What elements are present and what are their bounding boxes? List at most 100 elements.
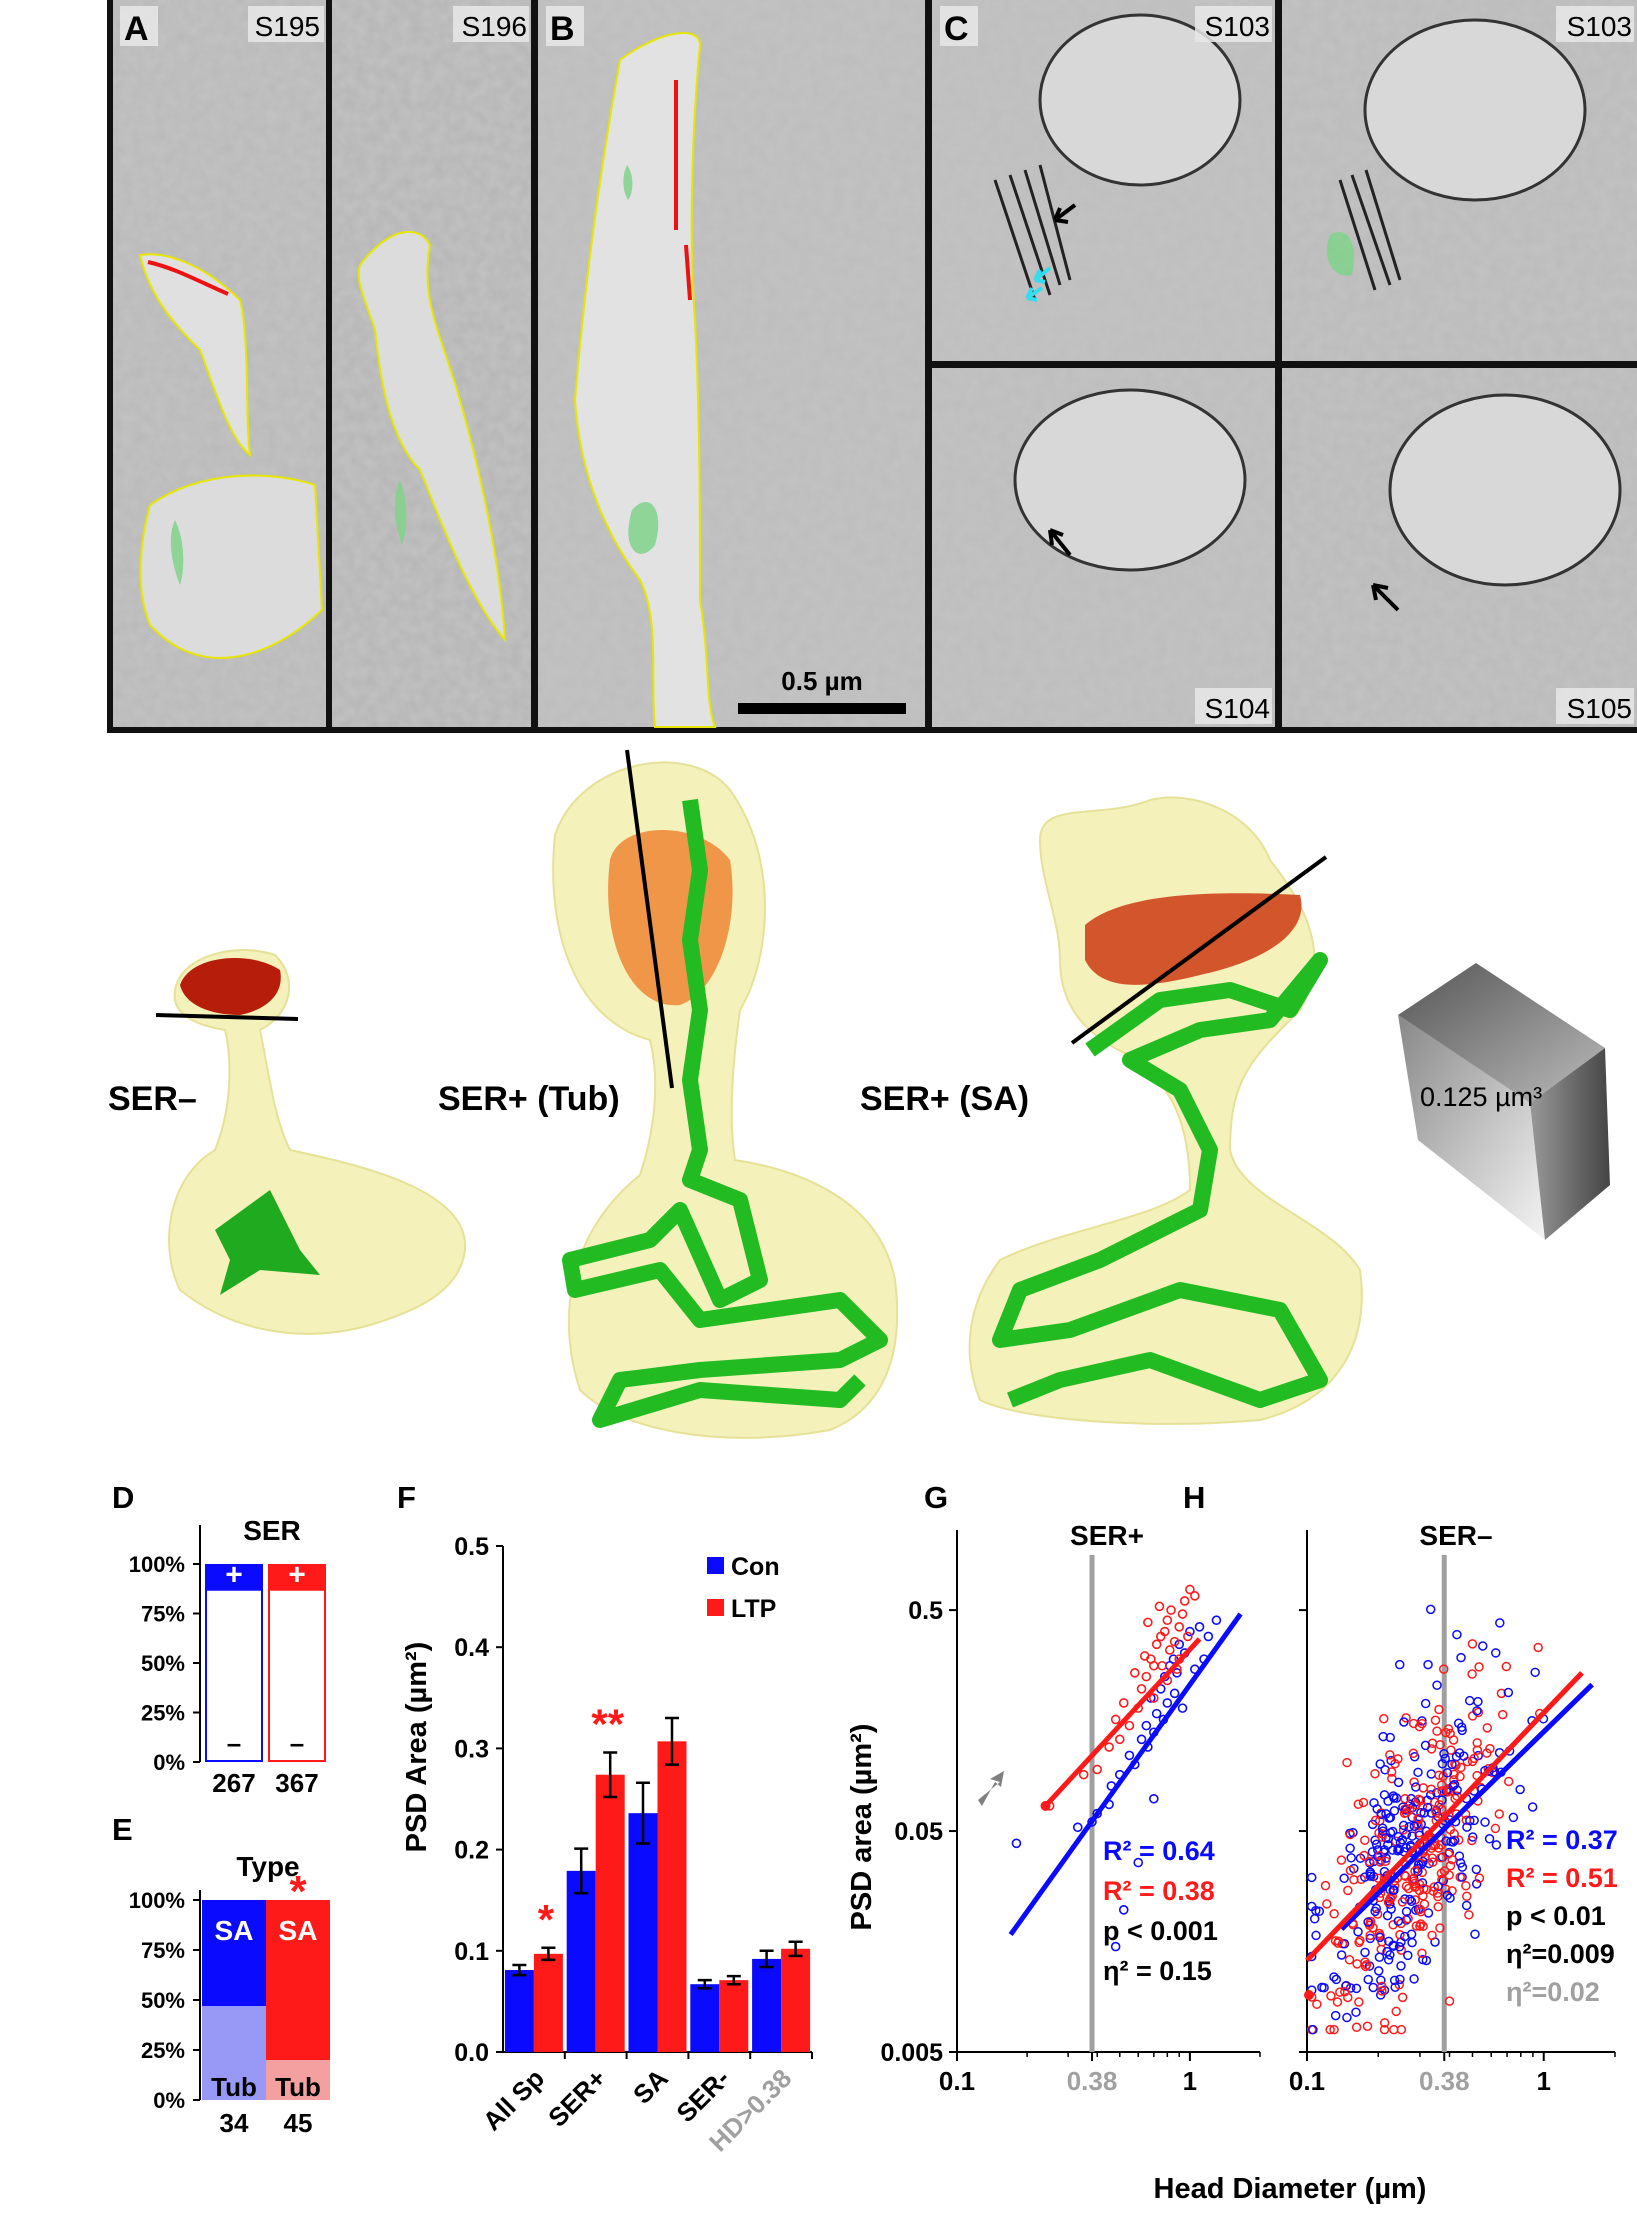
y-tick-label: 0.1 xyxy=(454,1938,489,1966)
data-point-ltp xyxy=(1497,1709,1508,1720)
data-point-ltp xyxy=(1354,1997,1364,2007)
data-point-ltp xyxy=(1451,1760,1461,1770)
data-point-ltp xyxy=(1456,1762,1466,1773)
data-point-ltp xyxy=(1169,1636,1180,1647)
data-point-ltp xyxy=(1437,1786,1447,1796)
data-point-con xyxy=(1363,1917,1373,1927)
data-point-ltp xyxy=(1462,1891,1472,1902)
bar-tub-con xyxy=(202,2006,266,2100)
data-point-con xyxy=(1448,1837,1458,1847)
data-point-ltp xyxy=(1397,1992,1408,2003)
data-point-ltp xyxy=(1166,1605,1176,1615)
data-point-con xyxy=(1314,1906,1325,1917)
y-tick-label: 100% xyxy=(129,1552,185,1577)
data-point-con xyxy=(1110,1941,1121,1952)
error-bar xyxy=(788,1940,803,1958)
section-tag: S105 xyxy=(1567,693,1632,724)
data-point-con xyxy=(1399,1717,1409,1727)
data-point-ltp xyxy=(1428,1886,1439,1896)
data-point-ltp xyxy=(1490,1823,1501,1834)
bar-tub-ltp xyxy=(266,2060,330,2100)
x-tick-label: 0.1 xyxy=(1289,2066,1325,2096)
data-point-ltp xyxy=(1461,1815,1472,1825)
panel-label-c: C xyxy=(944,10,969,48)
data-point-ltp xyxy=(1503,1776,1514,1787)
data-point-con xyxy=(1141,1720,1152,1731)
data-point-con xyxy=(1136,1734,1147,1745)
data-point-ltp xyxy=(1398,1825,1409,1835)
data-point-ltp xyxy=(1377,1832,1387,1842)
data-point-con xyxy=(1491,1840,1502,1850)
data-point-ltp xyxy=(1335,1987,1345,1997)
data-point-ltp xyxy=(1433,1843,1444,1853)
data-point-ltp xyxy=(1104,1742,1114,1752)
data-point-ltp xyxy=(1372,1909,1383,1919)
data-point-ltp xyxy=(1428,1857,1438,1867)
data-point-con xyxy=(1473,1696,1483,1707)
data-point-con xyxy=(1373,1966,1384,1976)
y-tick-label: 25% xyxy=(141,2038,185,2063)
data-point-ltp xyxy=(1377,1986,1387,1996)
data-point-con xyxy=(1484,1834,1495,1844)
data-point-ltp xyxy=(1386,1767,1397,1777)
data-point-ltp xyxy=(1469,1753,1479,1764)
data-point-ltp xyxy=(1474,1662,1484,1672)
data-point-ltp xyxy=(1434,1770,1444,1780)
data-point-ltp xyxy=(1379,1714,1389,1724)
section-tag: S196 xyxy=(462,11,527,42)
data-point-ltp xyxy=(1078,1769,1089,1780)
data-point-con xyxy=(1330,2010,1341,2021)
bar-sa-con xyxy=(202,1900,266,2006)
data-point-ltp xyxy=(1325,2024,1335,2035)
data-point-ltp xyxy=(1359,1850,1369,1861)
data-point-con xyxy=(1353,1926,1363,1937)
data-point-con xyxy=(1185,1626,1195,1637)
data-point-con xyxy=(1351,1983,1362,1994)
stack-label-tub: Tub xyxy=(275,2072,321,2102)
data-point-con xyxy=(1472,1706,1482,1716)
bar-con xyxy=(690,1984,720,2052)
data-point-con xyxy=(1495,1618,1505,1628)
data-point-con xyxy=(1419,1808,1429,1818)
dendrite-outline xyxy=(139,474,324,659)
spine-outline xyxy=(357,231,507,643)
stack-label-sa: SA xyxy=(215,1915,254,1946)
data-point-ltp xyxy=(1408,1748,1419,1759)
data-point-ltp xyxy=(1149,1693,1159,1703)
data-point-con xyxy=(1306,1872,1317,1883)
data-point-con xyxy=(1384,1936,1394,1947)
data-point-ltp xyxy=(1332,1997,1343,2007)
data-point-ltp xyxy=(1445,1860,1456,1871)
data-point-ltp xyxy=(1467,1639,1478,1649)
data-point-con xyxy=(1394,1942,1405,1952)
data-point-ltp xyxy=(1183,1631,1193,1642)
data-point-ltp xyxy=(1364,1856,1375,1867)
data-point-ltp xyxy=(1379,2024,1390,2035)
fit-line-con xyxy=(1339,1682,1594,1931)
data-point-ltp xyxy=(1533,1642,1543,1653)
bar-ser-minus-con xyxy=(205,1588,263,1762)
data-point-ltp xyxy=(1344,1955,1355,1965)
ser-trace xyxy=(394,480,407,545)
diameter-line xyxy=(625,749,674,1089)
data-point-con xyxy=(1411,1782,1421,1792)
data-point-ltp xyxy=(1409,1777,1419,1787)
data-point-con xyxy=(1394,1844,1405,1855)
data-point-ltp xyxy=(1114,1734,1125,1745)
data-point-con xyxy=(1480,1817,1490,1827)
data-point-con xyxy=(1377,1823,1388,1833)
data-point-ltp xyxy=(1157,1660,1167,1671)
data-point-ltp xyxy=(1429,1797,1440,1808)
y-tick-label: 0% xyxy=(153,1750,185,1775)
data-point-ltp xyxy=(1443,1849,1454,1859)
panel-label-f: F xyxy=(397,1480,416,1515)
fit-line-ltp xyxy=(1043,1637,1202,1808)
data-point-ltp xyxy=(1118,1698,1129,1708)
data-point-ltp xyxy=(1177,1609,1188,1619)
error-bar xyxy=(726,1974,741,1986)
data-point-ltp xyxy=(1464,1910,1474,1920)
spine-outline xyxy=(138,253,252,458)
n-count: 45 xyxy=(284,2108,313,2138)
bar-ser-plus-ltp xyxy=(268,1564,326,1590)
